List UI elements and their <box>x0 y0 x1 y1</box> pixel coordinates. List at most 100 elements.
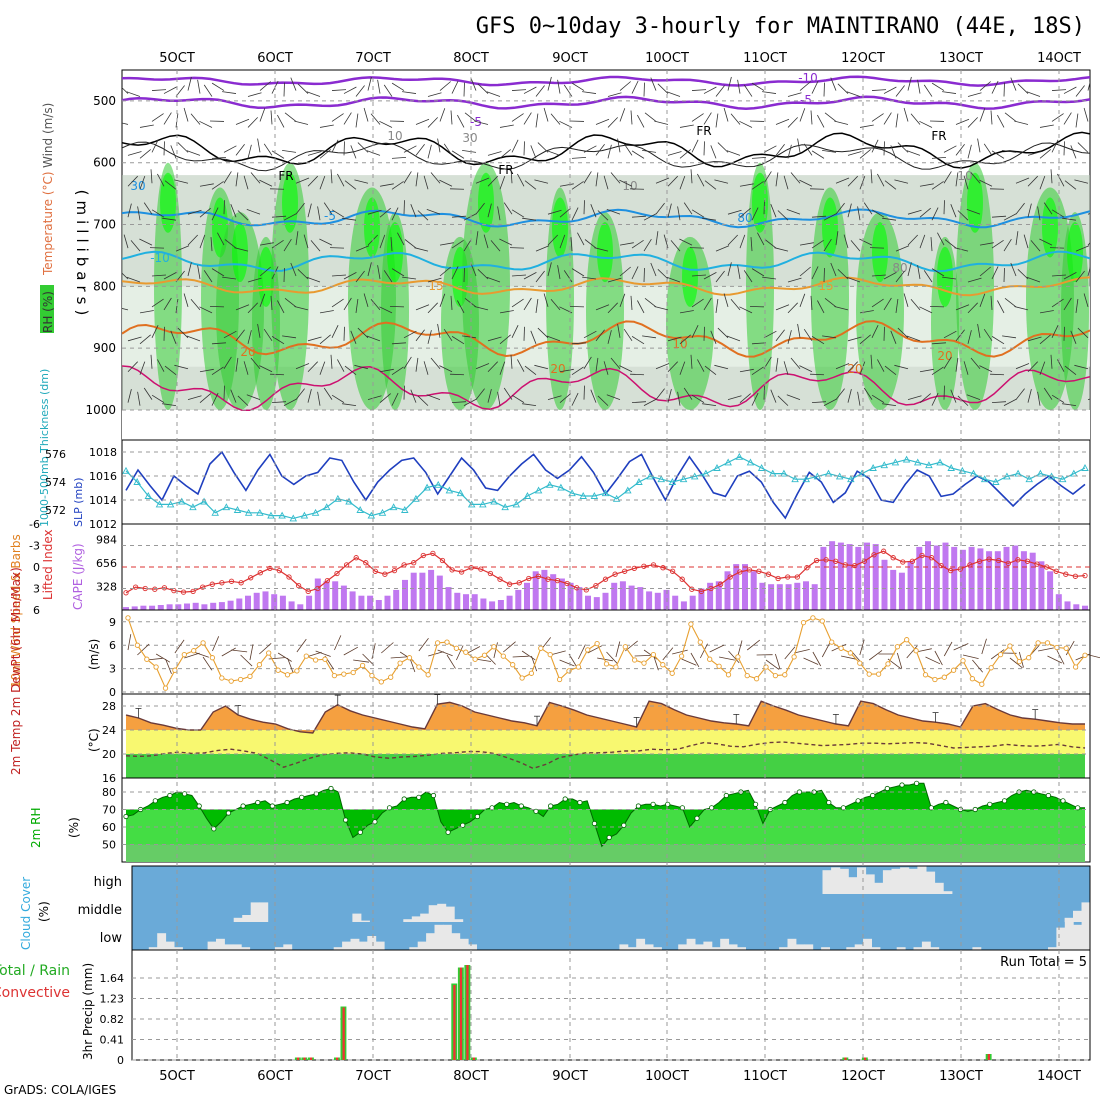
wind-speed-point <box>378 679 384 685</box>
wind-speed-point <box>904 637 910 643</box>
wind-barb <box>243 175 249 190</box>
precip-tick: 1.23 <box>100 993 125 1006</box>
surface-wind-barb <box>672 649 688 655</box>
wind-barb <box>775 357 779 372</box>
thickness-point <box>189 503 197 511</box>
wind-barb <box>955 172 959 187</box>
wind-barb <box>439 266 451 277</box>
lifted-index-point <box>497 576 503 582</box>
precip-convective-bar <box>459 967 463 1060</box>
rh-point <box>606 834 612 841</box>
wind-barb <box>1030 240 1041 252</box>
wind-barb <box>966 394 981 401</box>
temp-axis-label: 2m Temp 2m DewPt (6hr Min/Max) <box>9 567 23 775</box>
wind-barb <box>367 395 382 401</box>
wind-barb <box>715 113 719 128</box>
wind-barb <box>679 361 686 375</box>
cape-bar <box>811 584 818 610</box>
surface-wind-barb <box>859 639 865 656</box>
wind-barb <box>127 336 142 342</box>
lifted-index-point <box>1034 561 1040 567</box>
surface-wind-barb <box>906 645 918 659</box>
wind-speed-point <box>481 652 488 658</box>
wind-barb <box>1027 203 1032 218</box>
slp-tick: 1014 <box>89 494 117 507</box>
wind-barb <box>1064 180 1077 190</box>
cape-bar <box>218 602 225 610</box>
contour-label: 80 <box>737 211 752 225</box>
thickness-point <box>601 489 610 497</box>
wind-barb <box>391 82 405 91</box>
wind-barb <box>174 364 189 370</box>
wind-barb <box>211 392 219 406</box>
cloud-bar-low <box>350 938 360 950</box>
cape-bar <box>646 591 653 610</box>
wind-barb <box>774 247 789 252</box>
wind-barb <box>637 114 645 128</box>
wind-barb <box>697 359 705 372</box>
lifted-index-point <box>756 568 762 574</box>
wind-barb <box>139 124 154 128</box>
wind-speed-point <box>388 674 394 680</box>
wind-barb <box>979 293 986 308</box>
rh-plume <box>811 187 849 410</box>
wind-speed-point <box>969 676 976 682</box>
cape-bar <box>977 548 984 610</box>
wind-barb <box>390 237 393 252</box>
rh-core <box>597 222 613 283</box>
cape-bar <box>933 545 940 610</box>
rh-point <box>445 829 451 835</box>
thickness-point <box>345 497 353 505</box>
wind-barb <box>123 234 129 249</box>
wind-barb <box>617 138 621 153</box>
wind-barb <box>619 266 631 277</box>
wind-tick: 9 <box>109 616 116 629</box>
wind-barb <box>450 110 453 125</box>
wind-barb <box>510 354 513 369</box>
wind-barb <box>967 302 978 314</box>
wind-barb <box>283 82 285 97</box>
cape-bar <box>428 569 435 610</box>
wind-barb <box>523 297 532 311</box>
lifted-index-point <box>257 570 263 576</box>
cape-bar <box>750 571 757 610</box>
wind-barb <box>871 325 879 338</box>
rh-point <box>372 819 378 825</box>
cape-bar <box>1073 604 1080 610</box>
wind-barb <box>903 107 909 122</box>
wind-barb <box>737 79 741 94</box>
surface-wind-barb <box>315 650 331 657</box>
wind-speed-point <box>416 664 422 670</box>
lifted-index-point <box>1053 568 1059 574</box>
wind-barb <box>1063 141 1065 156</box>
wind-barb <box>497 391 501 406</box>
thickness-point <box>891 458 900 466</box>
thickness-point <box>378 508 387 516</box>
wind-barb <box>630 110 633 125</box>
wind-barb <box>811 239 824 249</box>
wind-barb <box>477 269 489 280</box>
precip-axis-label: 3hr Precip (mm) <box>81 963 95 1060</box>
wind-speed-point <box>247 673 253 680</box>
wind-speed-point <box>875 671 882 677</box>
wind-barb <box>763 200 765 215</box>
wind-barb <box>1026 276 1041 283</box>
rh-core <box>232 222 248 283</box>
wind-barb <box>871 209 885 218</box>
lifted-index-point <box>679 576 685 582</box>
wind-barb <box>523 86 537 94</box>
cape-bar <box>715 581 722 610</box>
wind-speed-point <box>725 672 732 678</box>
cape-bar <box>907 561 914 610</box>
wind-barb <box>259 108 266 122</box>
wind-barb <box>277 114 285 128</box>
wind-barb <box>1026 91 1041 97</box>
cape-bar <box>837 542 844 610</box>
cape-bar <box>367 595 374 610</box>
wind-barb <box>822 335 837 339</box>
rh-plume <box>546 187 574 410</box>
wind-barb <box>151 298 164 308</box>
rh-point <box>1045 792 1052 799</box>
wind-barb <box>234 247 249 252</box>
wind-barb <box>991 401 1007 404</box>
